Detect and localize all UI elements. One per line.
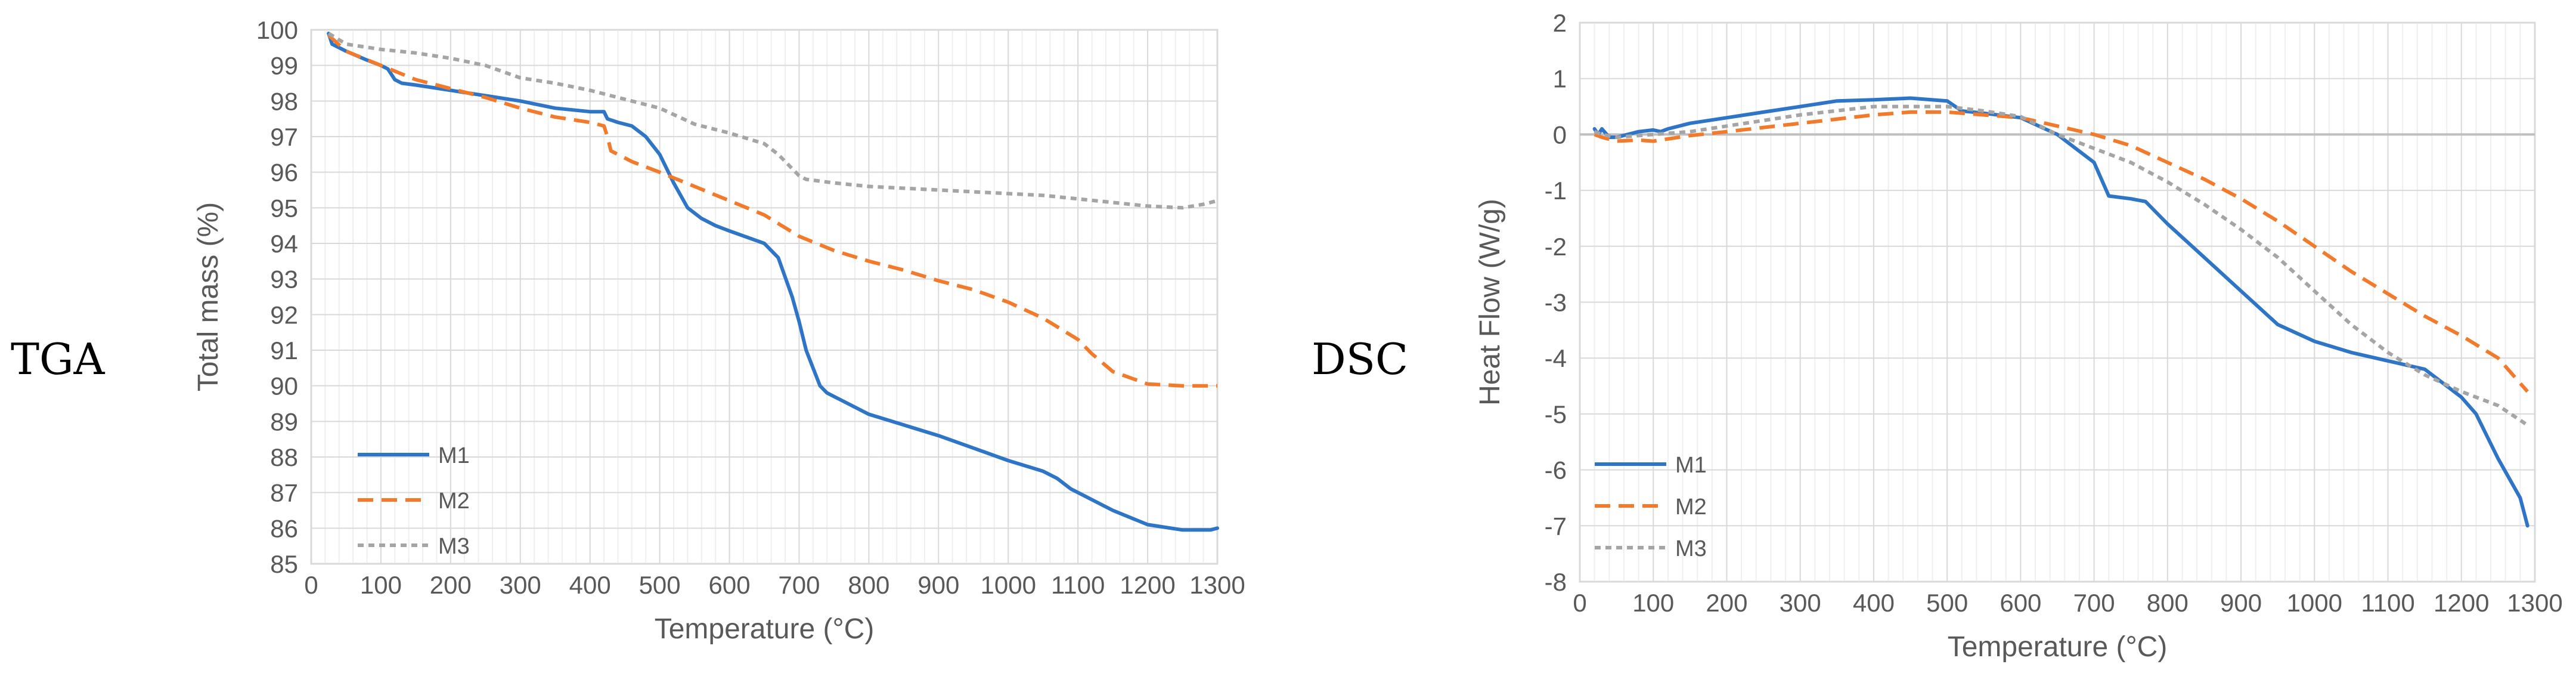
tga-chart: 0 100 200 300 400 500 600 700 800 900 1000 1100 1200… [193,16,1245,645]
dsc-y-tick-label: -1 [1545,177,1567,205]
dsc-y-tick-label: -8 [1545,568,1567,596]
tga-y-tick-label: 87 [270,479,298,507]
dsc-x-tick-label: 400 [1853,589,1895,617]
tga-x-tick-label: 600 [708,571,750,599]
tga-y-tick-label: 90 [270,372,298,400]
dsc-x-tick-label: 500 [1926,589,1968,617]
tga-x-tick-label: 1000 [981,571,1036,599]
tga-x-tick-label: 100 [360,571,402,599]
tga-x-tick-label: 1300 [1189,571,1245,599]
tga-y-tick-label: 97 [270,123,298,151]
tga-y-tick-label: 94 [270,230,298,258]
tga-plot-frame [310,29,1219,565]
tga-x-tick-label: 700 [778,571,820,599]
dsc-x-tick-label: 600 [2000,589,2041,617]
dsc-y-tick-label: 2 [1553,9,1567,37]
tga-legend-label-m3: M3 [438,534,470,559]
tga-y-tick-label: 91 [270,336,298,365]
dsc-x-tick-label: 1300 [2507,589,2562,617]
tga-x-axis-title: Temperature (°C) [655,613,875,645]
tga-x-tick-label: 200 [430,571,472,599]
dsc-side-label: DSC [1312,334,1409,384]
dsc-y-tick-label: -3 [1545,289,1567,317]
dsc-x-tick-label: 1200 [2434,589,2489,617]
dsc-legend-label-m2: M2 [1675,495,1707,520]
tga-x-tick-label: 1200 [1120,571,1175,599]
tga-x-tick-label: 400 [569,571,611,599]
tga-legend-label-m2: M2 [438,489,470,514]
tga-series-line-m2 [327,33,1217,388]
dsc-x-axis-title: Temperature (°C) [1948,631,2168,663]
dsc-y-tick-label: -4 [1545,344,1567,372]
dsc-x-tick-label: 700 [2073,589,2115,617]
tga-series-line-m1 [327,32,1219,532]
tga-x-tick-label: 1100 [1051,571,1105,599]
tga-x-tick-label: 800 [848,571,889,599]
tga-y-tick-label: 95 [270,194,298,222]
tga-series-line-m3 [327,32,1218,210]
dsc-legend-label-m1: M1 [1675,453,1707,478]
dsc-x-tick-label: 900 [2220,589,2262,617]
dsc-y-tick-label: -7 [1545,512,1567,540]
dsc-y-tick-label: 0 [1553,121,1567,149]
dsc-x-tick-label: 800 [2147,589,2188,617]
tga-x-tick-label: 500 [639,571,681,599]
tga-y-tick-label: 96 [270,159,298,187]
dsc-x-tick-label: 1000 [2287,589,2342,617]
dsc-y-tick-label: -2 [1545,233,1567,261]
tga-x-tick-label: 0 [304,571,318,599]
tga-y-tick-label: 85 [270,550,298,578]
tga-y-tick-label: 88 [270,443,298,471]
dsc-legend-label-m3: M3 [1675,536,1707,561]
dsc-y-tick-label: -5 [1545,400,1567,428]
tga-y-axis-title: Total mass (%) [193,202,224,391]
dsc-x-tick-label: 0 [1573,589,1586,617]
tga-x-tick-label: 300 [500,571,541,599]
tga-x-tick-label: 900 [917,571,959,599]
tga-y-tick-label: 86 [270,514,298,542]
dsc-x-tick-label: 100 [1632,589,1674,617]
dsc-x-tick-label: 200 [1706,589,1747,617]
tga-y-tick-label: 93 [270,265,298,294]
dsc-y-tick-label: -6 [1545,456,1567,484]
dsc-x-tick-label: 300 [1780,589,1821,617]
tga-y-tick-label: 99 [270,52,298,80]
dsc-series-line-m3 [1594,104,2529,427]
tga-y-tick-label: 98 [270,87,298,115]
dsc-y-tick-label: 1 [1553,65,1567,93]
dsc-series-line-m2 [1594,110,2529,393]
dsc-x-tick-label: 1100 [2361,589,2414,617]
dsc-y-axis-title: Heat Flow (W/g) [1474,199,1506,406]
tga-y-tick-label: 92 [270,301,298,329]
tga-side-label: TGA [11,334,105,384]
tga-legend-label-m1: M1 [438,443,470,468]
tga-y-tick-label: 89 [270,407,298,436]
tga-y-tick-label: 100 [256,16,298,44]
dsc-chart: 0 100 200 300 400 500 600 700 800 900 1000 1100 1200… [1474,9,2563,663]
